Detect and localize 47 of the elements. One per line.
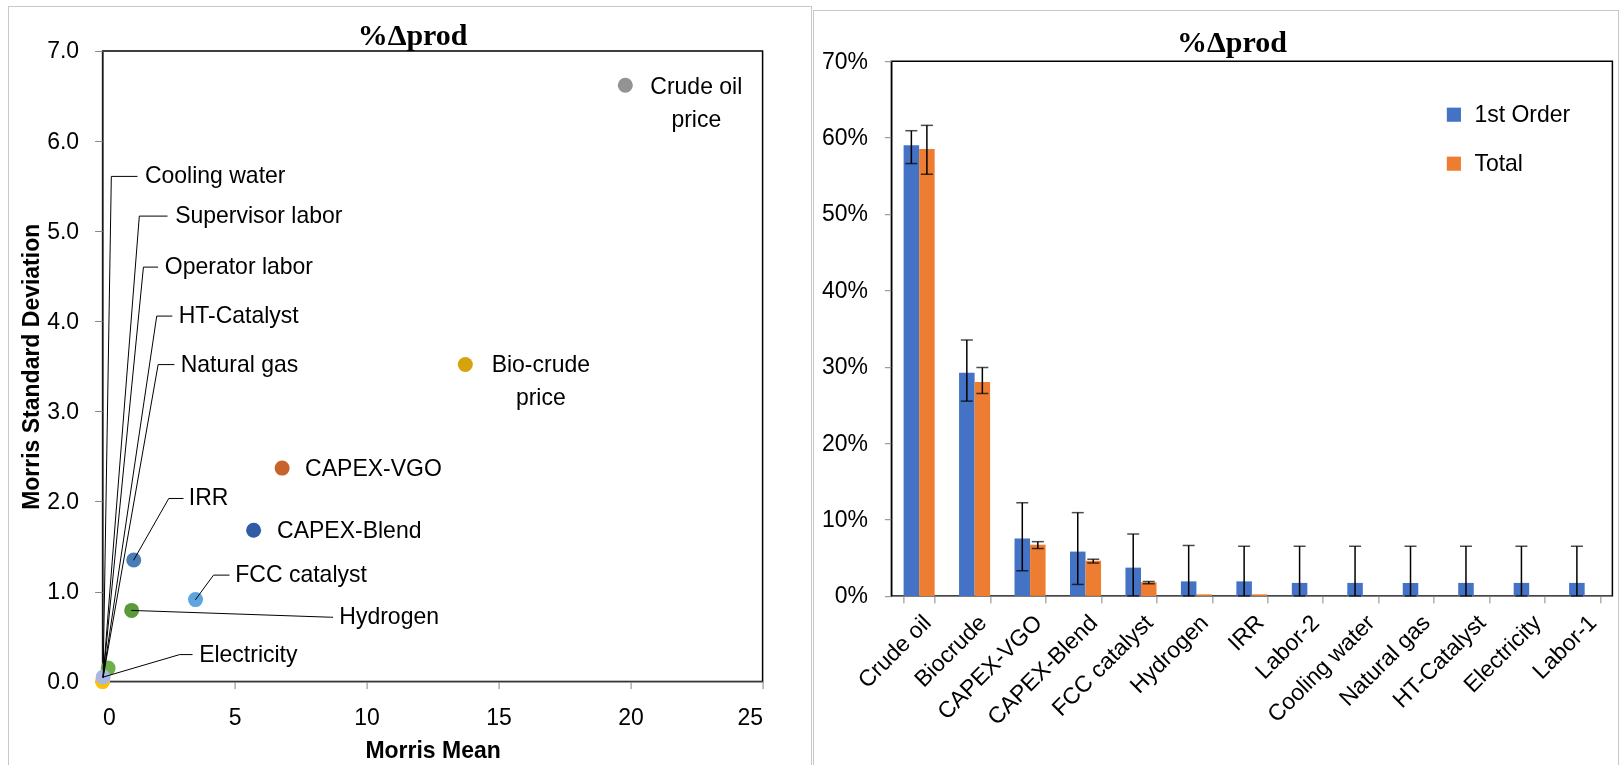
annotation: CAPEX-Blend: [277, 517, 422, 544]
y-tick-label: 3.0: [47, 397, 80, 424]
annotation: Cooling water: [144, 162, 286, 189]
y-tick-label: 7.0: [47, 37, 80, 64]
bar: [903, 145, 920, 596]
y-tick-label: 2.0: [47, 487, 80, 514]
y-tick-label: 20%: [821, 429, 868, 456]
chart-title: %Δprod: [357, 18, 468, 51]
bar: [974, 382, 991, 596]
x-tick-label: 0: [103, 704, 116, 731]
annotation: CAPEX-VGO: [305, 455, 442, 482]
bar: [1014, 538, 1031, 596]
bar: [1069, 551, 1086, 596]
y-tick-label: 5.0: [47, 217, 80, 244]
x-tick-label: 5: [228, 704, 242, 731]
bar: [1140, 582, 1157, 596]
y-tick-label: 60%: [821, 124, 868, 151]
bar: [1085, 560, 1102, 596]
y-tick-label: 30%: [821, 353, 868, 380]
annotation: IRR: [188, 484, 229, 511]
x-axis-title: Morris Mean: [365, 737, 501, 764]
y-tick-label: 70%: [821, 47, 868, 74]
y-tick-label: 0%: [834, 582, 868, 609]
bar: [959, 372, 975, 596]
y-tick-label: 40%: [821, 276, 868, 303]
y-tick-label: 10%: [821, 506, 868, 533]
x-tick-label: 20: [618, 704, 644, 731]
y-tick-label: 1.0: [47, 578, 80, 605]
annotation: Bio-crude price: [491, 351, 591, 411]
annotation: Supervisor labor: [175, 202, 343, 229]
annotation: FCC catalyst: [235, 561, 368, 588]
y-axis-title: Morris Standard Deviation: [18, 223, 45, 510]
legend-label: 1st Order: [1474, 100, 1571, 127]
annotation: HT-Catalyst: [178, 302, 300, 329]
y-tick-label: 4.0: [47, 307, 80, 334]
annotation: Natural gas: [180, 350, 299, 377]
annotation: Crude oil price: [650, 72, 743, 132]
y-tick-label: 6.0: [47, 127, 80, 154]
x-tick-label: 15: [486, 704, 512, 731]
annotation: Operator labor: [164, 253, 314, 280]
legend-label: Total: [1474, 149, 1523, 176]
y-tick-label: 50%: [821, 200, 868, 227]
x-tick-label: 25: [737, 704, 764, 731]
bar: [919, 149, 935, 596]
chart-title: %Δprod: [1176, 25, 1288, 59]
x-tick-label: 10: [354, 704, 380, 731]
y-tick-label: 0.0: [47, 668, 80, 695]
